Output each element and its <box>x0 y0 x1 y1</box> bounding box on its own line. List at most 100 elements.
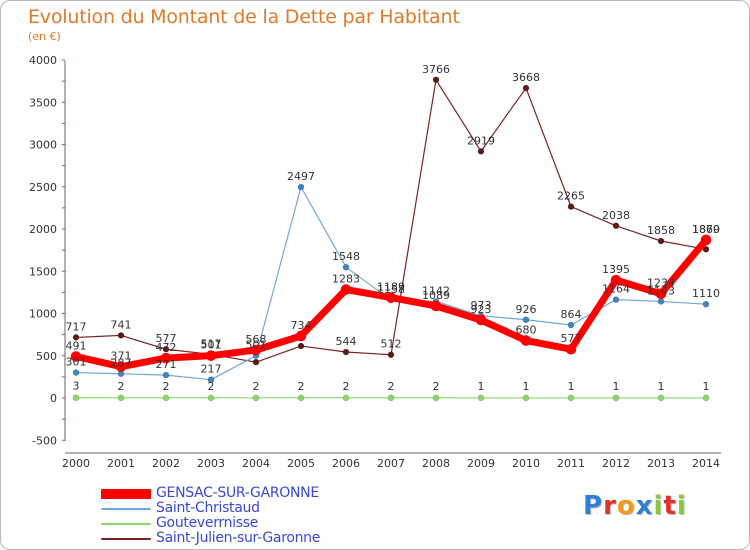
series-2-point <box>612 394 620 402</box>
data-label: 2 <box>163 380 170 393</box>
series-3-point <box>387 351 395 359</box>
data-label: 501 <box>201 339 222 352</box>
logo-letter: o <box>616 491 636 521</box>
data-label: 491 <box>66 340 87 353</box>
series-2-point <box>387 394 395 402</box>
data-label: 1 <box>703 380 710 393</box>
data-label: 926 <box>516 303 537 316</box>
x-tick-label: 2009 <box>467 457 495 470</box>
data-label: 1 <box>613 380 620 393</box>
series-3-point <box>702 245 710 253</box>
data-label: 734 <box>291 319 312 332</box>
x-tick-label: 2007 <box>377 457 405 470</box>
x-tick-label: 2002 <box>152 457 180 470</box>
proxiti-logo: Proxiti <box>583 491 687 521</box>
y-tick-label: 3500 <box>29 96 57 109</box>
data-label: 2 <box>388 380 395 393</box>
series-0-point <box>205 350 217 361</box>
series-3-point <box>72 334 80 341</box>
data-label: 1283 <box>332 273 360 286</box>
data-label: 2 <box>208 380 215 393</box>
data-label: 717 <box>66 320 87 333</box>
series-0-point <box>520 335 532 346</box>
x-tick-label: 2000 <box>62 457 90 470</box>
y-tick-label: 0 <box>50 392 57 405</box>
data-label: 2038 <box>602 209 630 222</box>
series-2-point <box>297 394 305 402</box>
legend-swatch <box>101 537 151 540</box>
series-2-point <box>567 394 575 402</box>
data-label: 287 <box>111 357 132 370</box>
series-0-point <box>115 361 127 372</box>
y-tick-label: 2500 <box>29 181 57 194</box>
series-0-point <box>475 314 487 326</box>
series-1-point <box>702 300 710 308</box>
series-3-point <box>117 332 125 339</box>
logo-letter: P <box>583 491 604 521</box>
data-label: 864 <box>561 308 582 321</box>
data-label: 2 <box>118 380 125 393</box>
data-label: 1143 <box>647 284 675 297</box>
x-tick-label: 2003 <box>197 457 225 470</box>
series-3-point <box>612 222 620 230</box>
series-3-point <box>162 345 170 353</box>
data-label: 1234 <box>647 277 675 290</box>
data-label: 1870 <box>692 223 720 236</box>
data-label: 472 <box>156 341 177 354</box>
series-0-point <box>655 288 667 300</box>
series-1-point <box>72 369 80 376</box>
data-label: 1164 <box>602 283 630 296</box>
data-label: 2 <box>253 380 260 393</box>
series-0-point <box>160 352 172 364</box>
legend-label: Saint-Christaud <box>156 500 260 516</box>
y-tick-label: 1000 <box>29 308 57 321</box>
series-1-point <box>207 376 215 383</box>
data-label: 741 <box>111 318 132 331</box>
data-label: 1869 <box>692 223 720 236</box>
legend-swatch <box>101 522 151 525</box>
series-0-point <box>340 284 352 295</box>
series-1-point <box>342 263 350 271</box>
chart-title: Evolution du Montant de la Dette par Hab… <box>28 6 460 28</box>
y-tick-label: 500 <box>36 350 57 363</box>
data-label: 1110 <box>692 287 720 300</box>
data-label: 1189 <box>377 281 405 294</box>
logo-letter: r <box>603 491 617 521</box>
data-label: 1 <box>568 380 575 393</box>
series-0-point <box>565 343 577 355</box>
x-tick-label: 2013 <box>647 457 675 470</box>
series-3-point <box>432 76 440 84</box>
data-label: 371 <box>111 350 132 363</box>
data-label: 3668 <box>512 71 540 84</box>
logo-letter: t <box>663 491 677 521</box>
data-label: 2 <box>343 380 350 393</box>
x-tick-label: 2010 <box>512 457 540 470</box>
series-0-point <box>250 344 262 356</box>
series-3-point <box>522 84 530 92</box>
series-0-point <box>70 351 82 362</box>
series-1-point <box>567 321 575 329</box>
data-label: 923 <box>471 303 492 316</box>
series-3-point <box>567 203 575 210</box>
data-label-layer: 717 741 577 517 568 734 544 512 3766 2919 3668 2265… <box>66 63 721 393</box>
series-3-point <box>297 342 305 350</box>
series-2-point <box>522 394 530 402</box>
x-tick-label: 2011 <box>557 457 585 470</box>
data-label: 1395 <box>602 263 630 276</box>
y-tick-label: 4000 <box>29 54 57 67</box>
data-label: 1 <box>478 380 485 393</box>
series-2-point <box>117 394 125 402</box>
chart-axes: -500 0 500 1000 1500 2000 2500 3000 3500 4000 2000… <box>29 54 721 470</box>
data-label: 2919 <box>467 134 495 147</box>
data-label: 1548 <box>332 250 360 263</box>
series-2-point <box>162 394 170 402</box>
data-label: 568 <box>246 333 267 346</box>
x-tick-label: 2014 <box>692 457 720 470</box>
series-layer <box>70 76 712 402</box>
data-label: 2 <box>298 380 305 393</box>
data-label: 577 <box>561 332 582 345</box>
series-1-point <box>612 296 620 303</box>
data-label: 271 <box>156 358 177 371</box>
